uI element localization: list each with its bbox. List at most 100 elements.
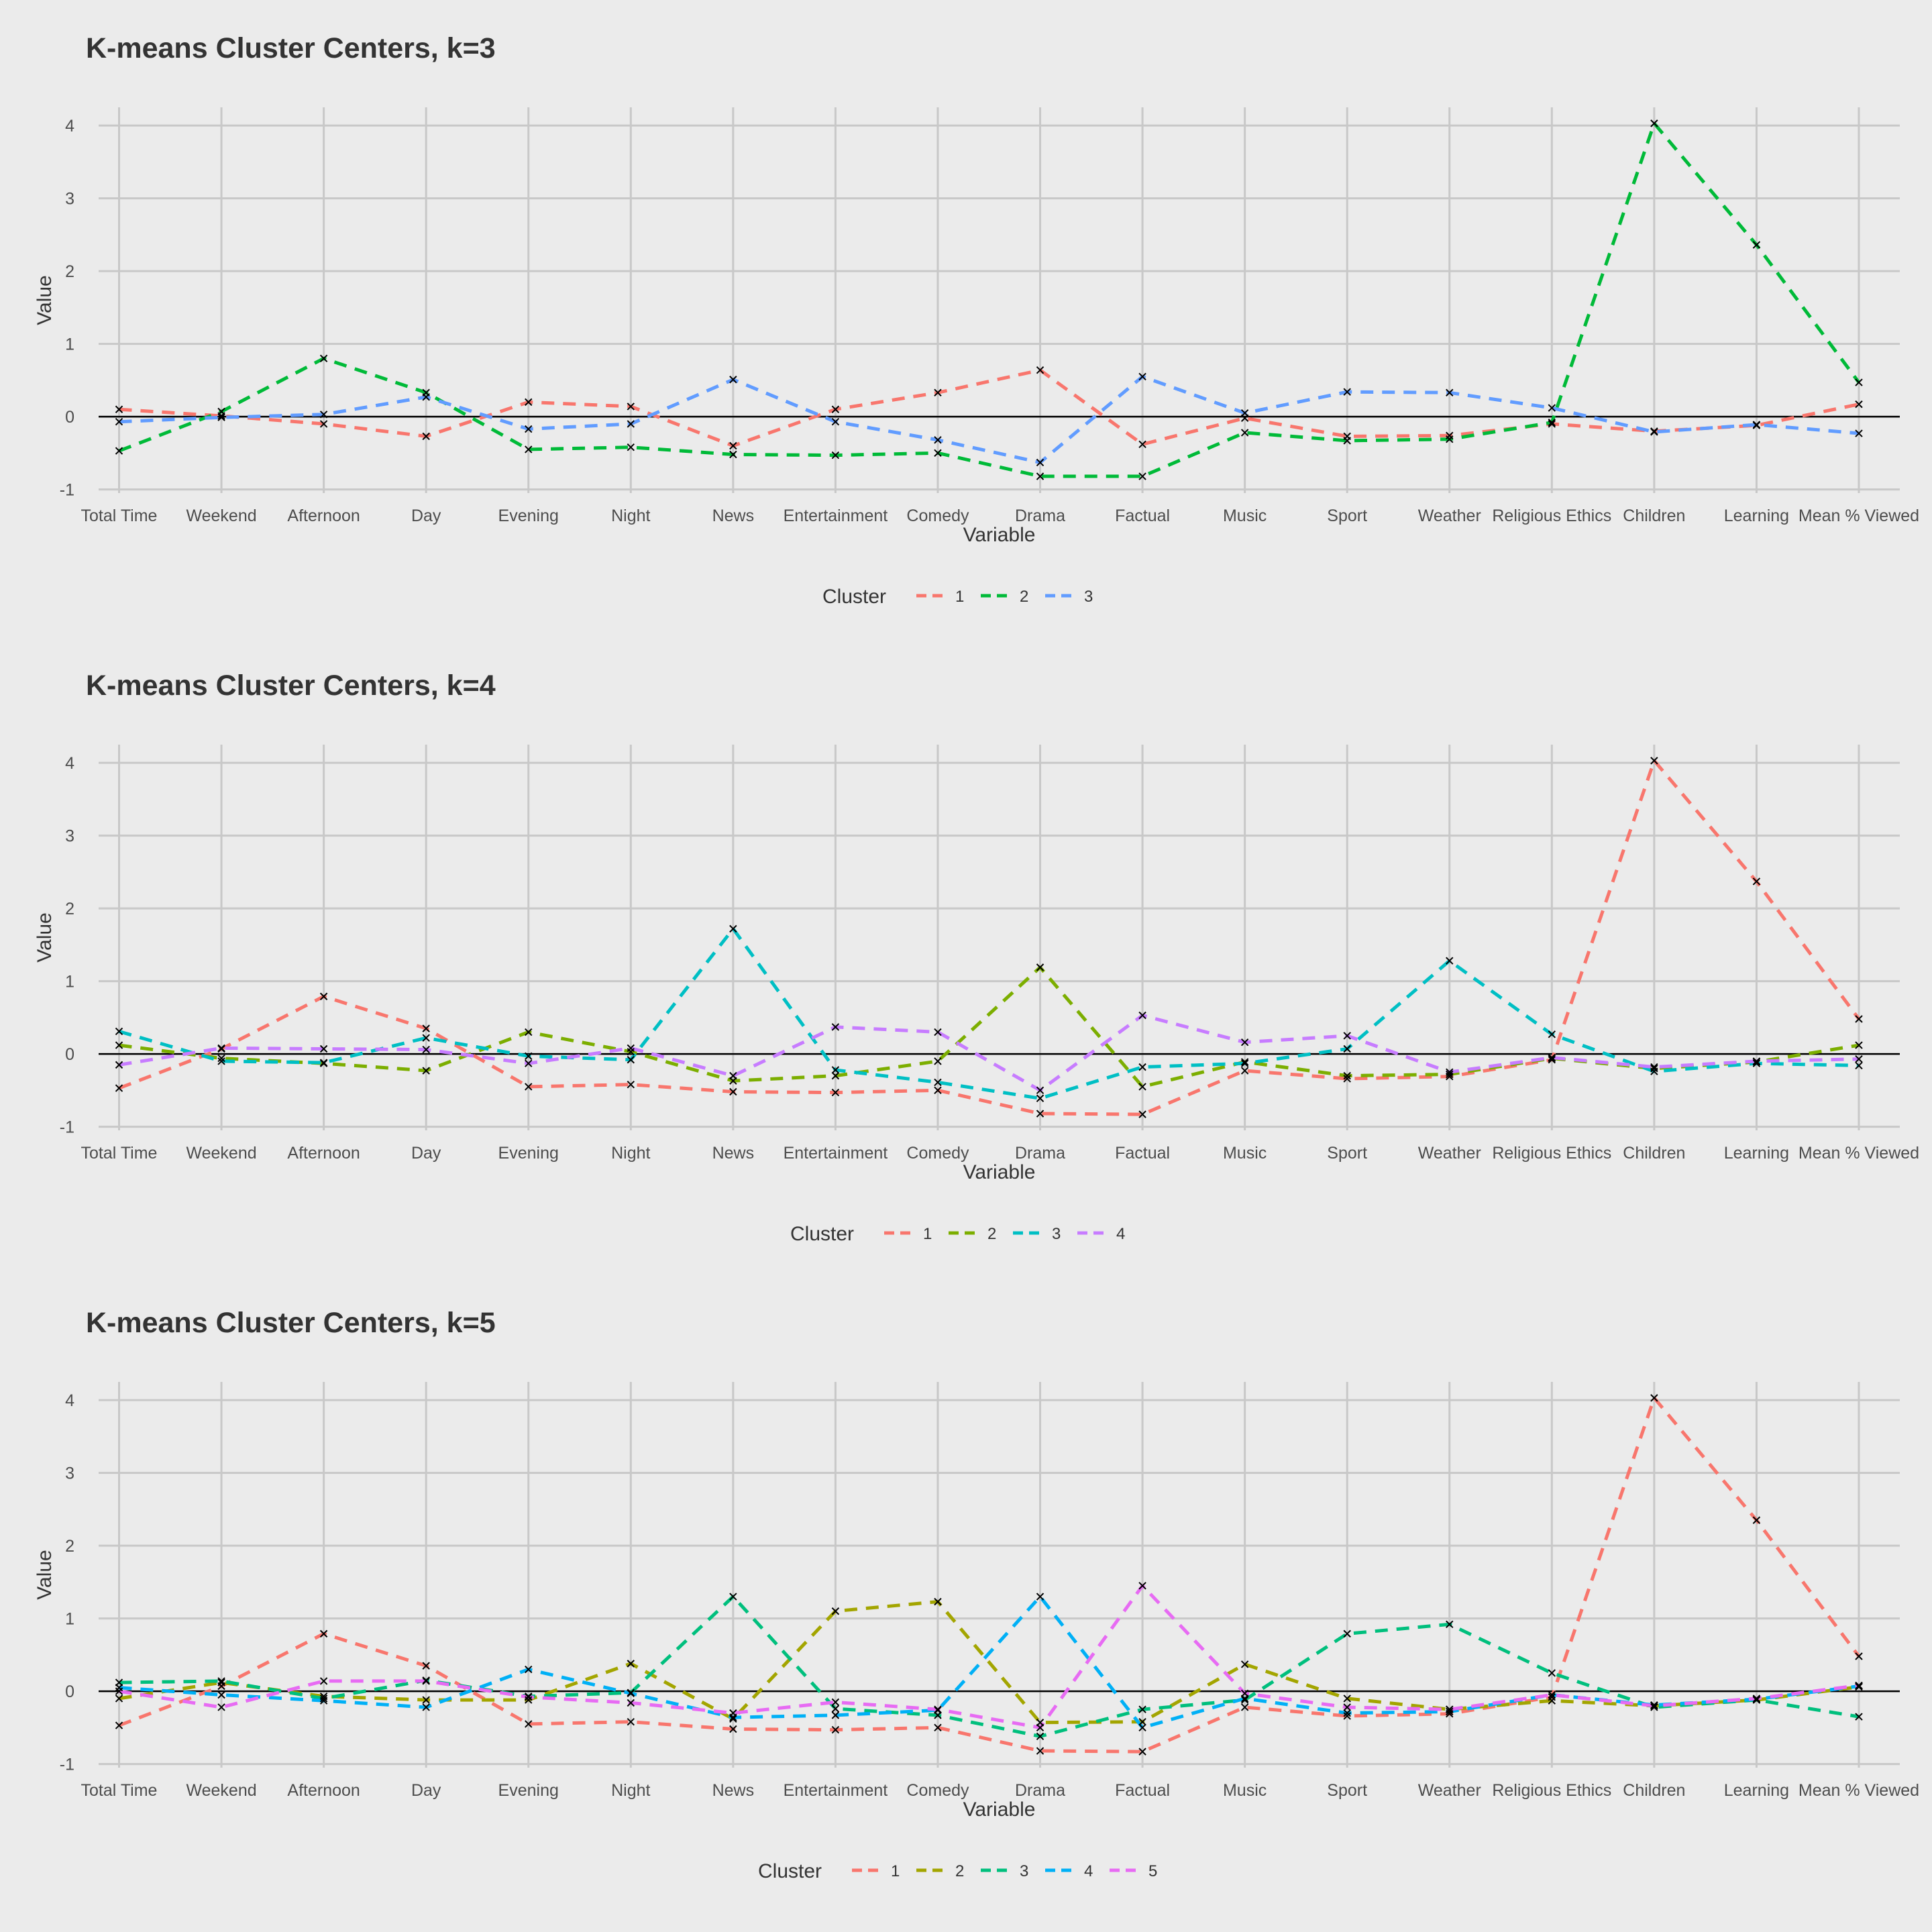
- x-tick-label: Entertainment: [784, 1144, 888, 1163]
- point-mark: [1036, 1094, 1044, 1102]
- x-tick-label: Entertainment: [784, 506, 888, 525]
- point-mark: [1446, 1705, 1454, 1713]
- point-mark: [627, 1689, 635, 1698]
- point-mark: [115, 417, 123, 426]
- data-point-3: [1138, 1063, 1146, 1071]
- x-tick-label: Mean % Viewed: [1799, 1144, 1919, 1163]
- series-line-2: [119, 965, 1860, 1089]
- point-mark: [627, 1699, 635, 1707]
- point-mark: [525, 1665, 533, 1674]
- data-point-4: [729, 1071, 737, 1080]
- x-tick-label: Factual: [1115, 1144, 1170, 1163]
- x-tick-label: Weekend: [186, 1781, 256, 1800]
- series-line-4: [119, 1014, 1860, 1092]
- y-tick-label: 3: [65, 827, 74, 846]
- data-point-2: [525, 1028, 533, 1036]
- legend-label-3: 3: [1052, 1225, 1061, 1243]
- point-mark: [1240, 1660, 1249, 1668]
- point-mark: [1752, 421, 1761, 429]
- x-tick-label: Sport: [1327, 1144, 1367, 1163]
- data-point-4: [319, 1044, 328, 1053]
- point-mark: [1650, 1065, 1658, 1073]
- data-point-4: [422, 1045, 430, 1054]
- point-mark: [1752, 241, 1761, 249]
- point-mark: [1240, 1038, 1249, 1046]
- x-tick-label: Day: [411, 1781, 441, 1800]
- point-mark: [1240, 1067, 1249, 1075]
- x-tick-label: Day: [411, 506, 441, 525]
- point-mark: [627, 443, 635, 451]
- x-tick-label: Comedy: [906, 1781, 969, 1800]
- x-tick-label: Children: [1623, 1781, 1685, 1800]
- point-mark: [831, 1725, 840, 1734]
- data-point-4: [525, 1665, 533, 1674]
- point-mark: [319, 1629, 328, 1638]
- data-point-1: [729, 1725, 737, 1733]
- point-mark: [729, 1715, 737, 1723]
- data-point-1: [422, 432, 430, 441]
- point-mark: [1138, 1717, 1146, 1726]
- data-point-2: [831, 451, 840, 460]
- data-point-5: [1548, 1690, 1556, 1699]
- point-mark: [1752, 1057, 1761, 1065]
- data-point-3: [1343, 388, 1351, 396]
- point-mark: [1036, 1593, 1044, 1601]
- point-mark: [217, 1054, 225, 1063]
- data-point-2: [934, 1057, 942, 1065]
- data-point-1: [1138, 440, 1146, 449]
- data-point-4: [627, 1689, 635, 1698]
- data-point-4: [627, 1044, 635, 1053]
- data-point-1: [627, 1717, 635, 1726]
- x-tick-label: Afternoon: [287, 1144, 360, 1163]
- point-mark: [1752, 1059, 1761, 1067]
- data-point-2: [1240, 1660, 1249, 1668]
- point-mark: [525, 1059, 533, 1067]
- data-point-3: [1855, 1713, 1863, 1721]
- point-mark: [217, 1690, 225, 1699]
- point-mark: [217, 407, 225, 416]
- data-point-3: [1855, 1061, 1863, 1070]
- point-mark: [729, 1593, 737, 1601]
- point-mark: [627, 420, 635, 428]
- data-point-1: [1855, 1015, 1863, 1023]
- point-mark: [1343, 1709, 1351, 1717]
- point-mark: [934, 1705, 942, 1713]
- data-point-4: [831, 1711, 840, 1719]
- data-point-3: [115, 1027, 123, 1036]
- data-point-4: [319, 1697, 328, 1705]
- point-mark: [1548, 404, 1556, 412]
- data-point-2: [1343, 437, 1351, 445]
- legend-title: Cluster: [758, 1860, 822, 1882]
- x-tick-label: Sport: [1327, 1781, 1367, 1800]
- y-tick-label: 1: [65, 973, 74, 991]
- point-mark: [1548, 1669, 1556, 1677]
- point-mark: [1036, 1086, 1044, 1095]
- data-point-5: [1855, 1681, 1863, 1690]
- data-point-3: [1240, 1696, 1249, 1704]
- point-mark: [1855, 1681, 1863, 1690]
- point-mark: [1138, 1011, 1146, 1020]
- data-point-3: [525, 1052, 533, 1061]
- x-tick-label: Religious Ethics: [1492, 506, 1611, 525]
- x-tick-label: Weekend: [186, 1144, 256, 1163]
- data-point-1: [1548, 420, 1556, 428]
- point-mark: [115, 1687, 123, 1695]
- data-point-2: [115, 447, 123, 455]
- x-tick-label: Learning: [1724, 1781, 1789, 1800]
- y-tick-label: 2: [65, 1537, 74, 1556]
- point-mark: [319, 411, 328, 419]
- data-point-3: [1036, 1094, 1044, 1102]
- point-mark: [1343, 1044, 1351, 1053]
- y-tick-label: 3: [65, 190, 74, 209]
- point-mark: [1855, 1652, 1863, 1660]
- data-point-3: [422, 393, 430, 401]
- point-mark: [1548, 1053, 1556, 1062]
- legend-label-1: 1: [955, 588, 964, 606]
- x-tick-label: Music: [1223, 1781, 1267, 1800]
- point-mark: [1036, 472, 1044, 480]
- point-mark: [115, 447, 123, 455]
- point-mark: [217, 413, 225, 421]
- point-mark: [115, 1061, 123, 1069]
- series-line-4: [119, 1595, 1860, 1729]
- point-mark: [1036, 1723, 1044, 1732]
